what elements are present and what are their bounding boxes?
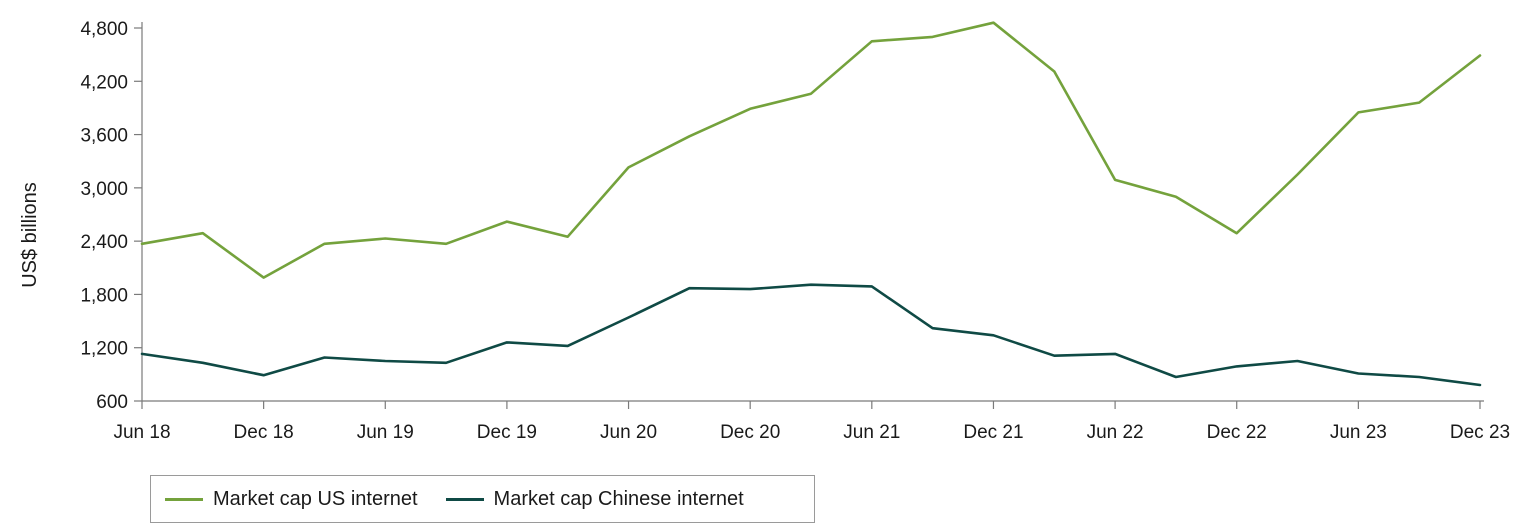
legend-swatch-chinese: [445, 497, 484, 501]
legend-label-us: Market cap US internet: [213, 487, 418, 510]
y-tick-label: 1,800: [80, 285, 128, 306]
x-tick-label: Dec 22: [1207, 422, 1267, 443]
series-line-chinese-internet: [140, 283, 1482, 387]
x-tick-label: Dec 23: [1450, 422, 1510, 443]
x-tick-label: Dec 19: [477, 422, 537, 443]
y-tick-label: 3,000: [80, 179, 128, 200]
x-tick-label: Jun 19: [357, 422, 414, 443]
x-tick-label: Dec 18: [234, 422, 294, 443]
x-tick-label: Jun 20: [600, 422, 657, 443]
x-tick-label: Jun 23: [1330, 422, 1387, 443]
legend-item-chinese: Market cap Chinese internet: [445, 487, 744, 511]
x-tick-label: Jun 18: [113, 422, 170, 443]
legend-swatch-us: [165, 497, 203, 501]
legend-item-us: Market cap US internet: [165, 488, 418, 511]
x-tick-label: Dec 20: [720, 422, 780, 443]
y-tick-label: 4,200: [80, 72, 128, 93]
y-tick-label: 600: [96, 392, 128, 413]
y-tick-label: 2,400: [80, 232, 128, 253]
line-chart: 600 1,200 1,800 2,400 3,000 3,600 4,200 4,800 J…: [19, 19, 1510, 443]
y-axis-title: US$ billions: [19, 182, 41, 288]
x-tick-label: Jun 22: [1087, 422, 1144, 443]
series-layer: [140, 21, 1482, 387]
y-tick-label: 1,200: [80, 339, 128, 360]
x-axis: Jun 18 Dec 18 Jun 19 Dec 19 Jun 20 Dec 20 Jun …: [113, 400, 1510, 443]
x-tick-label: Jun 21: [843, 422, 900, 443]
y-tick-label: 4,800: [80, 19, 128, 40]
x-tick-label: Dec 21: [963, 422, 1023, 443]
y-axis: 600 1,200 1,800 2,400 3,000 3,600 4,200 4,800: [80, 19, 143, 413]
series-line-us-internet: [140, 21, 1482, 279]
legend-label-chinese: Market cap Chinese internet: [493, 487, 744, 510]
legend: Market cap US internet Market cap Chines…: [150, 475, 815, 523]
y-tick-label: 3,600: [80, 126, 128, 147]
